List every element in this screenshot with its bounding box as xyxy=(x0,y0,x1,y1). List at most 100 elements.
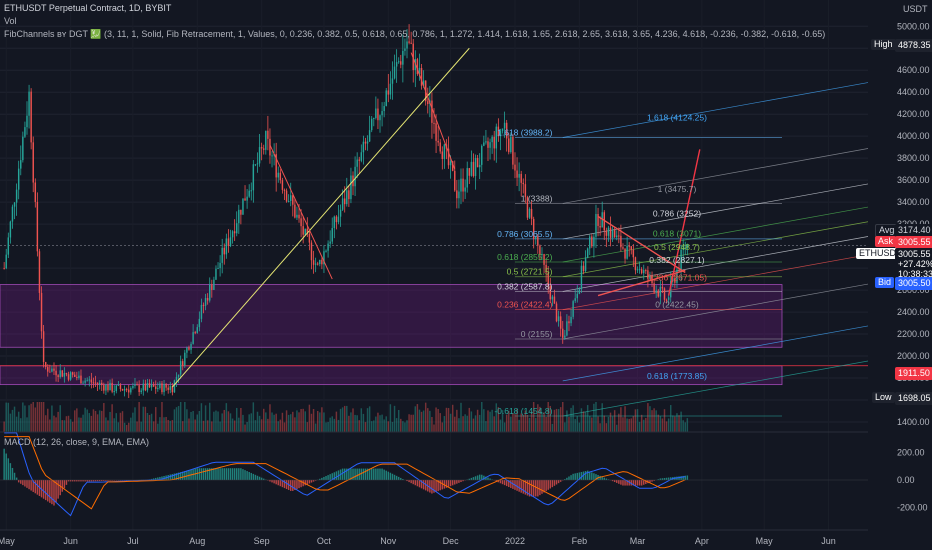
candle-body xyxy=(584,257,587,272)
candle-body xyxy=(275,154,277,178)
volume-bar xyxy=(643,419,645,432)
volume-bar xyxy=(5,402,7,432)
volume-bar xyxy=(408,414,410,432)
volume-bar xyxy=(586,405,589,432)
candle-body xyxy=(499,130,502,137)
volume-bar xyxy=(458,418,460,432)
volume-bar xyxy=(389,404,392,432)
candle-body xyxy=(113,391,115,393)
macd-histogram-bar xyxy=(574,473,576,480)
volume-bar xyxy=(472,418,475,432)
volume-bar xyxy=(605,423,608,432)
macd-histogram-bar xyxy=(551,480,554,488)
candle-body xyxy=(451,161,454,171)
candle-body xyxy=(611,230,614,238)
volume-bar xyxy=(578,422,581,432)
volume-bar xyxy=(512,412,514,432)
volume-bar xyxy=(240,408,242,432)
volume-bar xyxy=(13,406,16,432)
candle-body xyxy=(427,101,429,105)
candle-body xyxy=(86,380,88,382)
volume-bar xyxy=(445,407,448,432)
volume-bar xyxy=(526,415,529,432)
candle-body xyxy=(616,235,618,238)
bar-countdown: 10:38:33 xyxy=(898,269,932,279)
price-tick-label: 2000.00 xyxy=(897,351,930,361)
candle-body xyxy=(161,383,163,393)
trend-lines xyxy=(171,47,701,388)
macd-histogram-bar xyxy=(161,476,163,480)
macd-histogram-bar xyxy=(512,480,514,489)
volume-bar xyxy=(229,413,232,432)
macd-histogram-bar xyxy=(487,477,489,480)
price-tick-label: 4000.00 xyxy=(897,131,930,141)
macd-histogram-bar xyxy=(613,480,616,483)
macd-histogram-bar xyxy=(341,468,344,480)
candle-body xyxy=(134,384,136,386)
volume-bar xyxy=(341,407,344,432)
volume-bar xyxy=(314,423,317,432)
volume-bar xyxy=(424,402,427,432)
fib-level-label: 0.5 (2721.5) xyxy=(507,267,553,277)
candle-body xyxy=(682,248,684,250)
volume-bar xyxy=(476,409,479,432)
macd-histogram-bar xyxy=(306,480,309,485)
candle-body xyxy=(649,275,651,279)
macd-histogram-bar xyxy=(362,468,365,480)
candle-body xyxy=(510,136,512,153)
macd-histogram-bar xyxy=(555,480,558,485)
volume-bar xyxy=(686,418,689,432)
macd-histogram-bar xyxy=(94,480,97,482)
macd-histogram-bar xyxy=(229,468,232,480)
candle-body xyxy=(483,142,485,146)
candle-body xyxy=(458,191,460,199)
candle-body xyxy=(564,335,566,338)
macd-histogram-bar xyxy=(599,475,601,480)
candle-body xyxy=(169,386,172,390)
macd-histogram-bar xyxy=(651,480,653,482)
volume-bar xyxy=(267,418,269,432)
macd-histogram-bar xyxy=(196,468,198,480)
volume-bar xyxy=(385,416,387,432)
candle-body xyxy=(9,221,12,238)
volume-bar xyxy=(663,409,666,432)
candle-body xyxy=(30,91,32,143)
candle-body xyxy=(400,61,402,65)
candle-body xyxy=(109,382,111,391)
candle-body xyxy=(535,236,537,239)
macd-histogram-bar xyxy=(47,480,49,502)
volume-bar xyxy=(211,421,213,432)
volume-bar xyxy=(327,422,329,432)
candle-body xyxy=(200,304,203,319)
candle-body xyxy=(350,175,352,200)
volume-bar xyxy=(412,414,414,432)
volume-bar xyxy=(454,416,456,432)
candle-body xyxy=(157,388,159,390)
macd-histogram-bar xyxy=(653,480,655,481)
upper-demand-zone xyxy=(0,284,783,348)
candle-body xyxy=(244,198,246,201)
macd-histogram-bar xyxy=(636,480,639,486)
candle-body xyxy=(618,235,620,237)
macd-histogram-bar xyxy=(5,453,7,480)
candle-body xyxy=(385,90,387,107)
volume-bar xyxy=(620,407,622,432)
macd-histogram-bar xyxy=(246,471,248,480)
macd-histogram-bar xyxy=(80,480,82,482)
candle-body xyxy=(221,247,223,263)
candle-body xyxy=(543,254,545,265)
macd-histogram-bar xyxy=(684,475,686,480)
macd-histogram-bar xyxy=(175,473,178,480)
macd-histogram-bar xyxy=(584,471,587,480)
macd-histogram-bar xyxy=(285,480,288,490)
macd-histogram-bar xyxy=(329,474,331,480)
macd-histogram-bar xyxy=(292,480,294,491)
candle-body xyxy=(184,352,186,366)
candle-body xyxy=(13,202,16,207)
macd-histogram-bar xyxy=(618,480,620,484)
macd-histogram-bar xyxy=(657,479,659,480)
price-tick-label: 1400.00 xyxy=(897,417,930,427)
candle-body xyxy=(254,164,257,166)
candle-body xyxy=(547,272,549,286)
